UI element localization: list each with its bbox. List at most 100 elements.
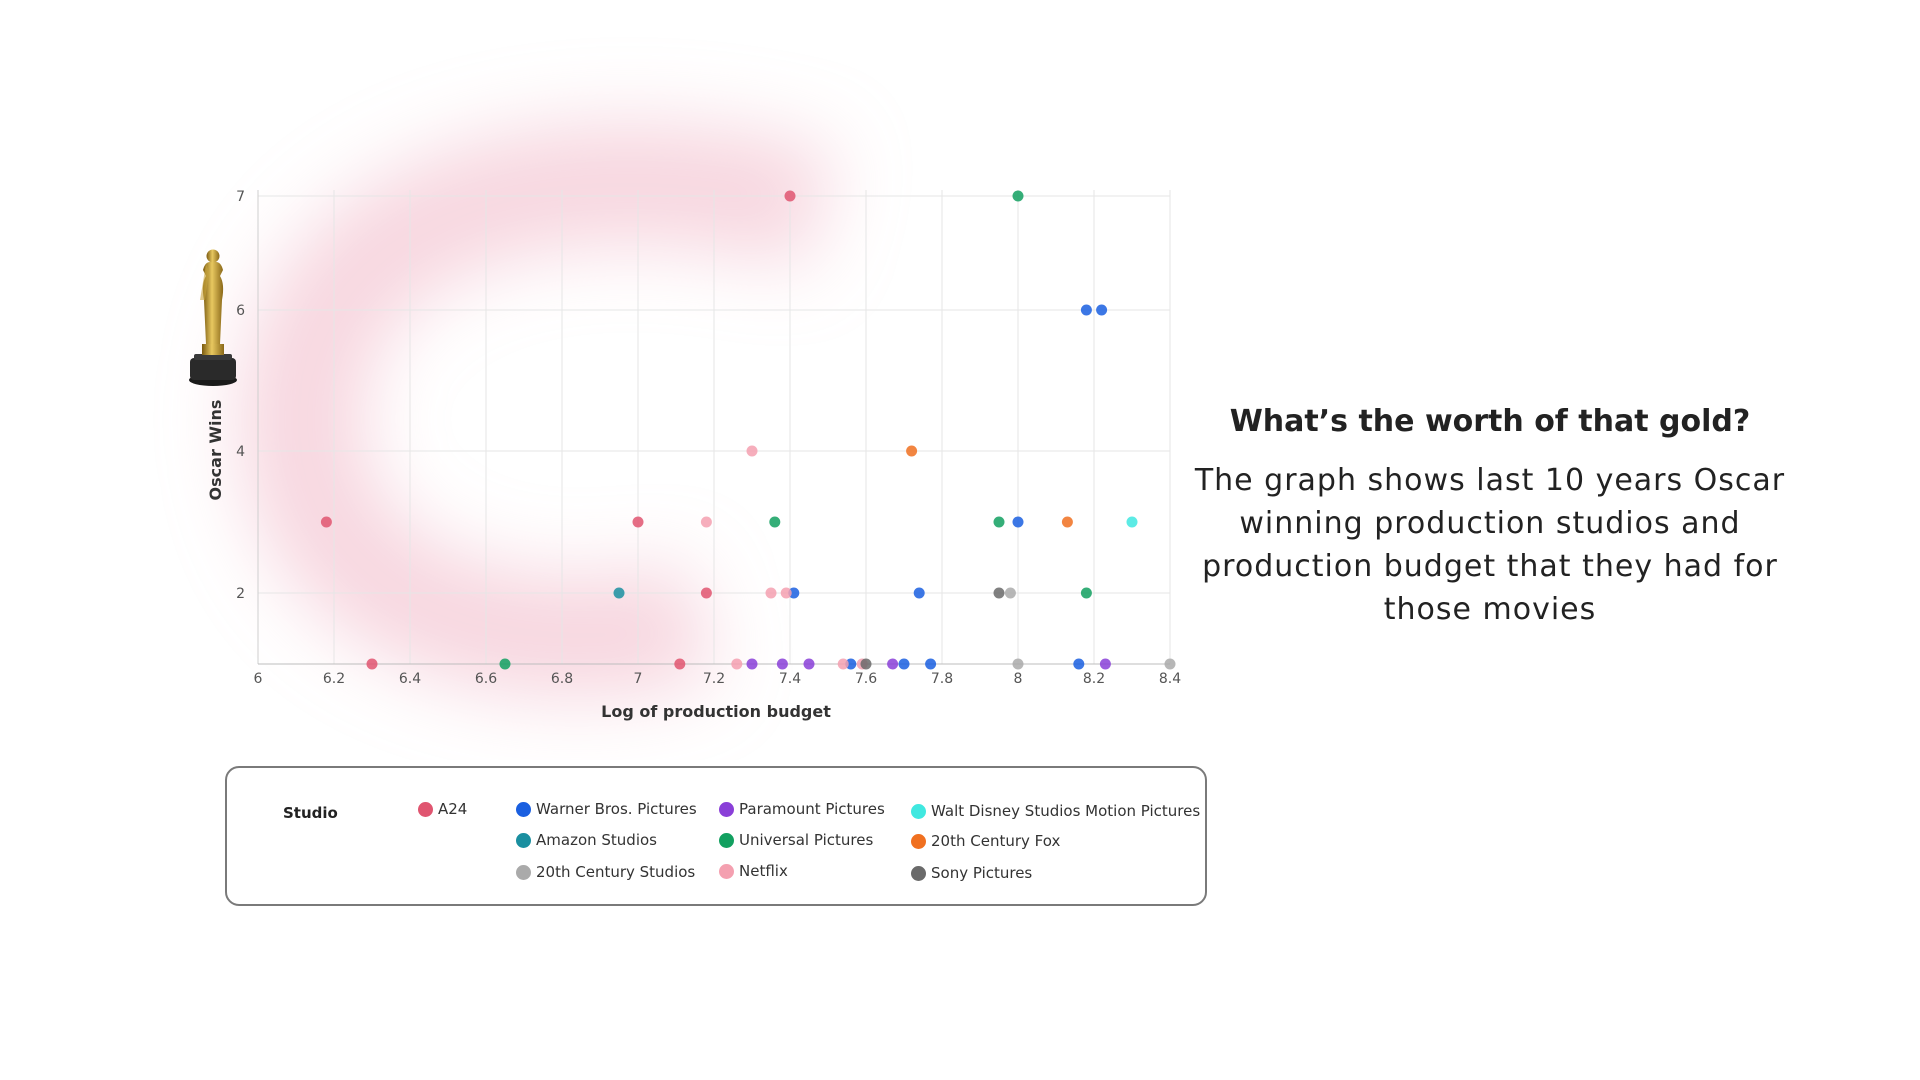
data-point xyxy=(887,658,899,670)
data-point xyxy=(1164,658,1176,670)
y-tick-label: 2 xyxy=(236,586,245,602)
legend-item-netflix: Netflix xyxy=(719,862,788,880)
data-point xyxy=(780,587,792,599)
legend-swatch xyxy=(719,801,734,817)
data-point xyxy=(993,516,1005,528)
legend-item-paramount: Paramount Pictures xyxy=(719,800,885,818)
legend-item-sony: Sony Pictures xyxy=(911,864,1032,882)
legend-label: Walt Disney Studios Motion Pictures xyxy=(931,802,1201,820)
grid xyxy=(257,190,1171,664)
legend-label: Sony Pictures xyxy=(931,864,1033,882)
x-tick-label: 7.2 xyxy=(703,671,725,687)
legend-item-a24: A24 xyxy=(418,800,467,818)
data-point xyxy=(765,587,777,599)
data-point xyxy=(1096,304,1108,316)
x-tick-label: 7.6 xyxy=(855,671,877,687)
legend-swatch xyxy=(516,801,531,817)
data-point xyxy=(1012,658,1024,670)
legend-label: 20th Century Fox xyxy=(931,832,1061,850)
side-heading: What’s the worth of that gold? xyxy=(1229,404,1751,439)
x-tick-label: 7 xyxy=(634,671,643,687)
data-point xyxy=(769,516,781,528)
x-axis-title: Log of production budget xyxy=(601,702,831,721)
side-description: The graph shows last 10 years Oscar winn… xyxy=(1194,463,1786,627)
legend-item-amazon-studios: Amazon Studios xyxy=(516,831,657,849)
data-point xyxy=(499,658,511,670)
legend-label: 20th Century Studios xyxy=(536,863,696,881)
data-point xyxy=(784,190,796,202)
data-point xyxy=(898,658,910,670)
data-point xyxy=(746,658,758,670)
data-point xyxy=(746,445,758,457)
data-point xyxy=(1004,587,1016,599)
y-tick-label: 6 xyxy=(236,303,245,319)
chart-canvas: 6 6.2 6.4 6.6 6.8 7 7.2 7.4 7.6 7.8 8 8.2 8.4 2 4 6 7 Log… xyxy=(189,123,1181,721)
legend-swatch xyxy=(516,864,531,880)
data-point xyxy=(613,587,625,599)
data-point xyxy=(845,658,857,670)
legend-label: Universal Pictures xyxy=(739,831,874,849)
data-point xyxy=(1080,304,1092,316)
data-point xyxy=(776,658,788,670)
x-tick-label: 8.4 xyxy=(1159,671,1181,687)
legend-swatch xyxy=(418,801,433,817)
x-tick-label: 6.6 xyxy=(475,671,497,687)
legend-item-warner-bros: Warner Bros. Pictures xyxy=(516,800,697,818)
x-tick-label: 8 xyxy=(1014,671,1023,687)
legend-title: Studio xyxy=(283,804,338,822)
x-tick-label: 6 xyxy=(254,671,263,687)
data-point xyxy=(803,658,815,670)
x-tick-label: 6.2 xyxy=(323,671,345,687)
data-point xyxy=(1012,516,1024,528)
data-point xyxy=(906,445,918,457)
legend-swatch xyxy=(911,803,926,819)
y-tick-label: 7 xyxy=(236,189,245,205)
data-point xyxy=(731,658,743,670)
legend-item-walt-disney: Walt Disney Studios Motion Pictures xyxy=(911,802,1200,820)
legend-item-20th-century-studios: 20th Century Studios xyxy=(516,863,695,881)
scatter-chart: 6 6.2 6.4 6.6 6.8 7 7.2 7.4 7.6 7.8 8 8.2 8.4 2 4 6 7 Log… xyxy=(0,0,1250,760)
data-point xyxy=(1099,658,1111,670)
data-point xyxy=(860,658,872,670)
legend-swatch xyxy=(911,865,926,881)
data-point xyxy=(1126,516,1138,528)
legend-swatch xyxy=(719,863,734,879)
data-point xyxy=(993,587,1005,599)
data-point xyxy=(837,658,849,670)
data-point xyxy=(366,658,378,670)
legend-label: Warner Bros. Pictures xyxy=(536,800,697,818)
data-point xyxy=(700,587,712,599)
legend-label: Netflix xyxy=(739,862,788,880)
data-point xyxy=(700,516,712,528)
legend-swatch xyxy=(911,833,926,849)
data-point xyxy=(913,587,925,599)
data-point xyxy=(1061,516,1073,528)
highlight-band xyxy=(239,123,836,697)
legend: Studio A24 Warner Bros. Pictures Amazon … xyxy=(225,766,1207,906)
data-point xyxy=(788,587,800,599)
side-panel: What’s the worth of that gold? The graph… xyxy=(1190,404,1790,631)
data-point xyxy=(1012,190,1024,202)
legend-swatch xyxy=(516,832,531,848)
y-tick-label: 4 xyxy=(236,444,245,460)
legend-item-20th-century-fox: 20th Century Fox xyxy=(911,832,1060,850)
x-tick-label: 8.2 xyxy=(1083,671,1105,687)
legend-label: Paramount Pictures xyxy=(739,800,885,818)
x-tick-label: 6.8 xyxy=(551,671,573,687)
oscar-statuette-icon xyxy=(189,249,237,386)
legend-item-universal: Universal Pictures xyxy=(719,831,873,849)
x-tick-label: 7.4 xyxy=(779,671,801,687)
legend-swatch xyxy=(719,832,734,848)
x-tick-label: 6.4 xyxy=(399,671,421,687)
legend-label: Amazon Studios xyxy=(536,831,657,849)
data-point xyxy=(1080,587,1092,599)
data-points xyxy=(320,190,1176,670)
data-point xyxy=(320,516,332,528)
data-point xyxy=(674,658,686,670)
x-tick-label: 7.8 xyxy=(931,671,953,687)
data-point xyxy=(1073,658,1085,670)
y-axis-title: Oscar Wins xyxy=(206,400,225,501)
data-point xyxy=(632,516,644,528)
data-point xyxy=(925,658,937,670)
legend-label: A24 xyxy=(438,800,468,818)
